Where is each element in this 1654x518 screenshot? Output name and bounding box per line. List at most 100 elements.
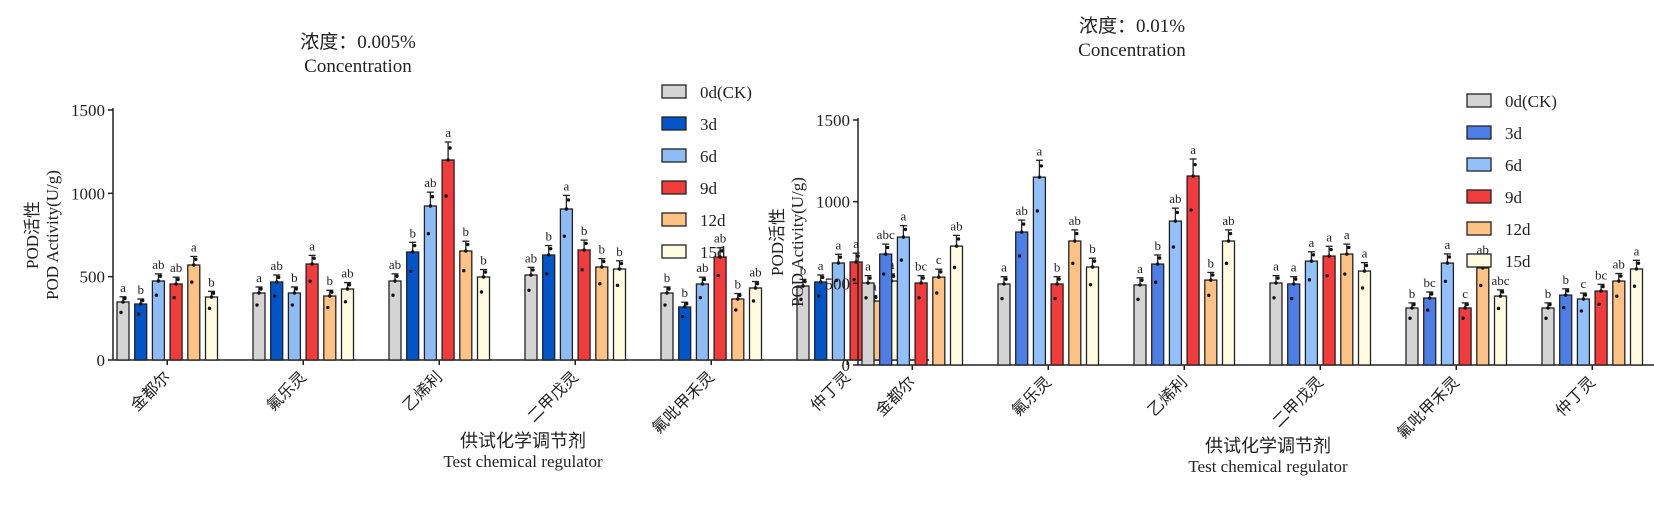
- data-point: [886, 245, 890, 250]
- data-point: [1226, 239, 1231, 243]
- data-point: [292, 291, 297, 295]
- data-point: [834, 278, 839, 283]
- data-point: [617, 267, 622, 271]
- significance-letter: ab: [170, 260, 182, 275]
- significance-letter: a: [1309, 235, 1315, 250]
- data-point: [545, 272, 549, 276]
- legend: 0d(CK) 3d 6d 9d 12d 15d: [661, 83, 752, 262]
- significance-letter: a: [1291, 260, 1297, 275]
- data-point: [681, 314, 685, 319]
- x-tick-label: 金都尔: [127, 368, 174, 415]
- data-point: [566, 198, 571, 202]
- data-point: [141, 298, 145, 303]
- data-point: [821, 275, 825, 280]
- data-point: [753, 286, 758, 290]
- data-point: [921, 276, 925, 280]
- data-point: [935, 291, 939, 295]
- chart-2: 浓度：0.01% Concentration POD活性 POD Activity(U…: [768, 15, 1654, 476]
- bar-9d-2: [305, 263, 319, 361]
- bar-6d-1: [151, 280, 166, 361]
- legend-label: 9d: [700, 179, 718, 198]
- data-point: [1018, 254, 1022, 258]
- x-tick-label: 乙烯利: [399, 368, 446, 415]
- significance-letter: b: [137, 282, 144, 297]
- bar-15d-5: [748, 287, 763, 361]
- data-point: [1496, 306, 1501, 311]
- data-point: [1615, 294, 1619, 298]
- bar-0dck-3: [1133, 284, 1147, 366]
- bar-9d-6: [1594, 290, 1608, 366]
- data-point: [1039, 164, 1044, 168]
- y-axis-label: POD活性: [768, 208, 787, 276]
- data-point: [1158, 256, 1162, 260]
- legend-swatch: [661, 148, 687, 163]
- significance-letter: a: [1362, 246, 1368, 261]
- data-point: [1579, 309, 1584, 313]
- data-point: [1035, 209, 1040, 213]
- bar-0dck-2: [252, 292, 266, 361]
- significance-letter: a: [1273, 259, 1279, 274]
- bar-6d-1: [896, 236, 911, 366]
- data-point: [395, 274, 399, 278]
- bar-6d-6: [1576, 298, 1591, 366]
- y-tick-label: 1500: [816, 111, 850, 130]
- bar-0dck-4: [524, 274, 538, 361]
- bar-15d-4: [612, 268, 627, 361]
- data-point: [275, 280, 279, 284]
- bar-0dck-2: [997, 283, 1011, 366]
- data-point: [1191, 174, 1195, 178]
- data-point: [836, 261, 841, 265]
- data-point: [343, 300, 348, 304]
- data-point: [290, 303, 295, 307]
- bar-12d-2: [323, 295, 337, 361]
- data-point: [347, 283, 352, 287]
- significance-letter: a: [309, 238, 315, 253]
- data-point: [716, 273, 720, 278]
- bar-15d-3: [476, 276, 491, 361]
- data-point: [411, 250, 415, 254]
- bar-15d-3: [1221, 240, 1236, 366]
- bar-0dck-1: [861, 282, 875, 366]
- significance-letter: c: [1462, 286, 1468, 301]
- significance-letter: a: [1326, 229, 1332, 244]
- data-point: [819, 280, 823, 284]
- data-point: [312, 256, 316, 260]
- chart-subtitle: Concentration: [304, 56, 412, 77]
- significance-letter: a: [256, 270, 262, 285]
- data-point: [562, 234, 567, 238]
- legend-swatch: [661, 212, 687, 227]
- y-axis-label-en: POD Activity(U/g): [788, 177, 807, 307]
- data-point: [119, 310, 123, 315]
- y-tick-label: 1000: [71, 184, 105, 203]
- data-point: [685, 302, 689, 306]
- x-tick-label: 氟吡甲禾灵: [1394, 373, 1463, 442]
- data-point: [1426, 308, 1430, 312]
- data-point: [698, 295, 703, 300]
- significance-letter: a: [901, 209, 907, 224]
- significance-letter: b: [1409, 286, 1416, 301]
- data-point: [874, 295, 878, 300]
- data-point: [564, 207, 569, 211]
- data-point: [1073, 239, 1077, 243]
- data-point: [1309, 259, 1314, 263]
- significance-letter: c: [1581, 276, 1587, 291]
- significance-letter: a: [853, 236, 859, 251]
- bar-9d-2: [1050, 283, 1064, 366]
- significance-letter: ab: [271, 258, 283, 273]
- data-point: [854, 260, 858, 264]
- chart-title: 浓度：0.01%: [1079, 15, 1185, 37]
- legend-label: 9d: [1505, 188, 1523, 207]
- data-point: [192, 263, 196, 267]
- bar-3d-1: [879, 253, 893, 366]
- bar-9d-1: [169, 283, 183, 361]
- data-point: [330, 290, 334, 294]
- significance-letter: a: [191, 239, 197, 254]
- data-point: [956, 237, 961, 241]
- legend-swatch: [1466, 189, 1492, 204]
- data-point: [137, 312, 141, 316]
- data-point: [838, 255, 843, 259]
- data-point: [598, 282, 602, 286]
- legend-swatch: [1466, 157, 1492, 172]
- significance-letter: ab: [1016, 203, 1028, 218]
- x-tick-label: 仲丁灵: [807, 368, 854, 415]
